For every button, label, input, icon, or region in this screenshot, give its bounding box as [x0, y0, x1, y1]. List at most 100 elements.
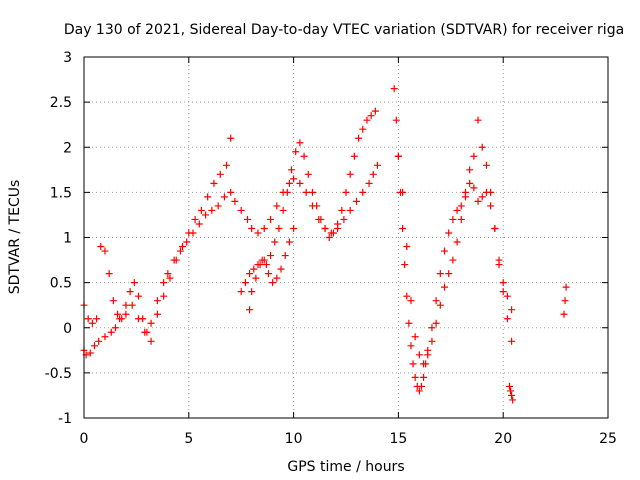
data-point [111, 324, 119, 332]
data-point [288, 166, 296, 174]
data-point [304, 170, 312, 178]
data-point [350, 152, 358, 160]
data-point [283, 188, 291, 196]
data-point [275, 224, 283, 232]
data-point [560, 310, 568, 318]
data-point [401, 261, 409, 269]
data-point [84, 315, 92, 323]
data-point [424, 351, 432, 359]
data-point [290, 224, 298, 232]
data-point [264, 270, 272, 278]
data-point [441, 283, 449, 291]
data-point [134, 315, 142, 323]
data-points [80, 85, 570, 404]
data-point [269, 279, 277, 287]
data-point [562, 283, 570, 291]
data-point [90, 342, 98, 350]
data-point [432, 297, 440, 305]
data-point [561, 297, 569, 305]
data-point [296, 139, 304, 147]
data-point [420, 373, 428, 381]
data-point [308, 188, 316, 196]
y-tick-label: 1 [63, 231, 72, 247]
data-point [478, 143, 486, 151]
data-point [241, 279, 249, 287]
data-point [482, 188, 490, 196]
data-point [509, 396, 517, 404]
data-point [495, 256, 503, 264]
data-point [407, 297, 415, 305]
data-point [296, 179, 304, 187]
data-point [449, 215, 457, 223]
data-point [237, 288, 245, 296]
x-tick-label: 25 [599, 431, 617, 447]
data-point [285, 238, 293, 246]
data-point [134, 292, 142, 300]
data-point [411, 373, 419, 381]
data-point [457, 202, 465, 210]
axis-ticks [83, 56, 609, 419]
data-point [394, 152, 402, 160]
y-tick-label: 0 [63, 321, 72, 337]
data-point [369, 170, 377, 178]
data-point [449, 256, 457, 264]
data-point [373, 161, 381, 169]
data-point [153, 297, 161, 305]
data-point [508, 306, 516, 314]
data-point [453, 238, 461, 246]
data-point [122, 310, 130, 318]
data-point [204, 193, 212, 201]
data-point [445, 229, 453, 237]
data-point [107, 328, 115, 336]
data-point [254, 229, 262, 237]
data-point [147, 337, 155, 345]
data-point [260, 224, 268, 232]
y-tick-label: 3 [63, 50, 72, 66]
data-point [153, 310, 161, 318]
data-point [273, 202, 281, 210]
data-point [367, 112, 375, 120]
data-point [126, 288, 134, 296]
data-point [407, 342, 415, 350]
data-point [88, 319, 96, 327]
y-tick-label: 2 [63, 140, 72, 156]
data-point [95, 337, 103, 345]
data-point [334, 220, 342, 228]
data-point [281, 252, 289, 260]
data-point [436, 301, 444, 309]
data-point [128, 301, 136, 309]
data-point [445, 270, 453, 278]
data-point [248, 224, 256, 232]
data-point [210, 179, 218, 187]
data-point [252, 274, 260, 282]
data-point [202, 211, 210, 219]
x-tick-label: 15 [389, 431, 407, 447]
data-point [183, 238, 191, 246]
data-point [246, 270, 254, 278]
data-point [93, 315, 101, 323]
data-point [208, 206, 216, 214]
x-tick-label: 5 [184, 431, 193, 447]
data-point [191, 215, 199, 223]
data-point [499, 288, 507, 296]
data-point [342, 188, 350, 196]
data-point [503, 292, 511, 300]
data-point [420, 360, 428, 368]
data-point [390, 85, 398, 93]
data-point [359, 125, 367, 133]
data-point [243, 215, 251, 223]
data-point [392, 116, 400, 124]
data-point [290, 175, 298, 183]
data-point [292, 148, 300, 156]
data-point [409, 360, 417, 368]
y-tick-label: 2.5 [50, 95, 72, 111]
y-tick-label: 0.5 [50, 276, 72, 292]
data-point [499, 279, 507, 287]
data-point [279, 206, 287, 214]
data-point [340, 215, 348, 223]
data-point [415, 351, 423, 359]
data-point [118, 315, 126, 323]
data-point [317, 215, 325, 223]
x-tick-labels: 0 5 10 15 20 25 [80, 431, 617, 447]
